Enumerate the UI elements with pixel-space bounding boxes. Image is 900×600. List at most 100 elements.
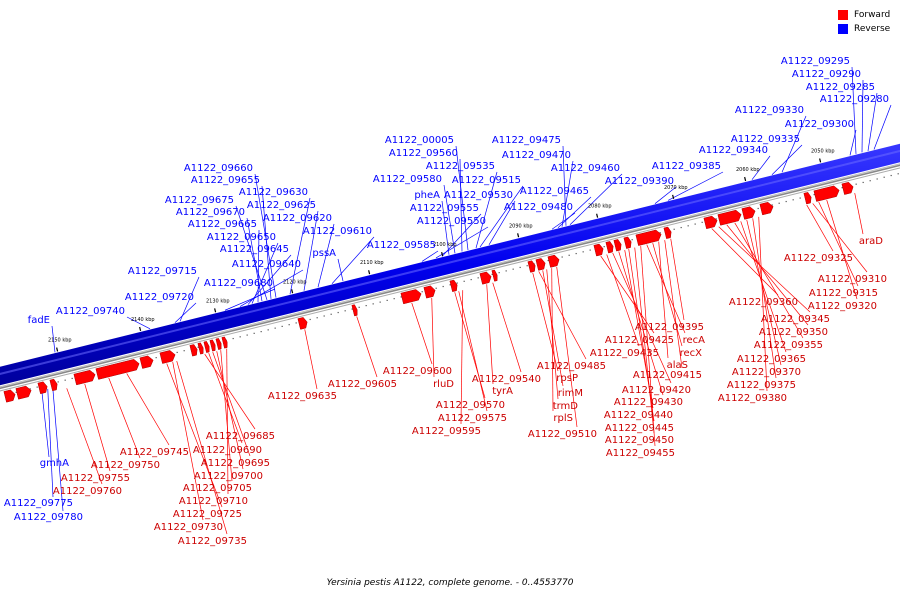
axis-dot bbox=[673, 228, 675, 230]
forward-gene bbox=[527, 260, 536, 273]
axis-dot bbox=[757, 207, 759, 210]
scale-tick bbox=[291, 289, 294, 294]
forward-gene-label: A1122_09345 bbox=[761, 314, 830, 325]
reverse-gene-leader bbox=[174, 302, 197, 323]
forward-gene-label: A1122_09755 bbox=[61, 473, 130, 484]
axis-dot bbox=[316, 317, 318, 319]
reverse-gene-label: A1122_09740 bbox=[56, 306, 125, 317]
reverse-gene-label: A1122_09665 bbox=[188, 219, 257, 230]
forward-gene-leader bbox=[538, 271, 587, 360]
reverse-gene-leader bbox=[289, 197, 311, 295]
reverse-gene-label: A1122_09335 bbox=[731, 134, 800, 145]
axis-dot bbox=[253, 332, 255, 334]
forward-gene bbox=[635, 229, 662, 246]
reverse-gene-label: A1122_09340 bbox=[699, 145, 768, 156]
forward-gene bbox=[759, 201, 774, 216]
forward-gene-leader bbox=[458, 291, 488, 412]
forward-gene-label: A1122_09430 bbox=[614, 397, 683, 408]
axis-dot bbox=[176, 351, 178, 354]
forward-gene-leader bbox=[216, 351, 244, 470]
forward-gene-label: A1122_09325 bbox=[784, 253, 853, 264]
reverse-gene-leader bbox=[488, 200, 516, 246]
forward-gene-leader bbox=[664, 240, 683, 369]
reverse-gene-label: A1122_09655 bbox=[191, 175, 260, 186]
axis-dot bbox=[435, 287, 437, 289]
forward-gene-label: A1122_09320 bbox=[808, 301, 877, 312]
axis-dot bbox=[813, 193, 815, 196]
forward-gene-leader bbox=[304, 329, 318, 390]
axis-dot bbox=[463, 280, 465, 282]
forward-gene-label: A1122_09415 bbox=[633, 370, 702, 381]
forward-gene-label: A1122_09315 bbox=[809, 288, 878, 299]
forward-gene bbox=[547, 254, 560, 268]
forward-gene-label: A1122_09380 bbox=[718, 393, 787, 404]
forward-gene bbox=[717, 209, 742, 226]
forward-gene-leader bbox=[726, 224, 809, 326]
scale-tick bbox=[214, 308, 217, 313]
forward-gene-label: recX bbox=[680, 348, 703, 359]
axis-dot bbox=[519, 266, 521, 269]
axis-dot bbox=[512, 268, 514, 270]
forward-gene-leader bbox=[66, 388, 103, 485]
reverse-gene-label: A1122_09280 bbox=[820, 94, 889, 105]
forward-gene bbox=[189, 344, 198, 357]
forward-gene-label: A1122_09425 bbox=[605, 335, 674, 346]
axis-dot bbox=[232, 337, 234, 340]
forward-gene-leader bbox=[166, 363, 223, 508]
scale-tick bbox=[441, 252, 444, 257]
legend-forward-label: Forward bbox=[854, 10, 891, 20]
forward-gene-label: A1122_09455 bbox=[606, 448, 675, 459]
reverse-gene-label: A1122_09460 bbox=[551, 163, 620, 174]
forward-gene bbox=[449, 279, 458, 293]
reverse-gene-leader bbox=[51, 325, 56, 353]
forward-gene-label: alaS bbox=[667, 360, 688, 371]
axis-dot bbox=[64, 379, 66, 381]
axis-dot bbox=[701, 221, 703, 223]
reverse-gene-label: A1122_09580 bbox=[373, 174, 442, 185]
axis-dot bbox=[288, 324, 290, 326]
axis-dot bbox=[568, 254, 570, 256]
reverse-gene-label: A1122_09330 bbox=[735, 105, 804, 116]
reverse-gene-label: pssA bbox=[312, 248, 336, 259]
reverse-gene-leader bbox=[239, 269, 304, 307]
legend-reverse-label: Reverse bbox=[854, 24, 891, 34]
reverse-gene-leader bbox=[667, 171, 724, 201]
forward-gene-label: A1122_09570 bbox=[436, 400, 505, 411]
forward-gene-leader bbox=[718, 226, 811, 313]
reverse-gene-label: A1122_09610 bbox=[303, 226, 372, 237]
forward-gene bbox=[841, 181, 854, 195]
axis-dot bbox=[582, 251, 584, 253]
forward-gene bbox=[593, 243, 604, 257]
scale-tick bbox=[744, 176, 747, 182]
forward-gene bbox=[221, 336, 228, 349]
axis-dot bbox=[365, 304, 367, 307]
axis-dot bbox=[71, 377, 73, 380]
axis-dot bbox=[183, 350, 185, 352]
forward-gene bbox=[623, 236, 632, 249]
forward-gene-leader bbox=[600, 255, 655, 334]
axis-dot bbox=[386, 299, 388, 301]
forward-gene bbox=[491, 269, 498, 282]
forward-gene bbox=[703, 215, 718, 230]
forward-gene bbox=[741, 206, 756, 220]
scale-tick-label: 2070 kbp bbox=[664, 185, 688, 191]
axis-dot bbox=[876, 178, 878, 180]
legend: Forward Reverse bbox=[838, 8, 890, 36]
axis-dot bbox=[358, 306, 360, 308]
reverse-gene-leader bbox=[475, 171, 498, 249]
reverse-gene-label: A1122_09560 bbox=[389, 148, 458, 159]
reverse-gene-leader bbox=[254, 173, 277, 298]
forward-gene-label: A1122_09745 bbox=[120, 447, 189, 458]
reverse-gene-leader bbox=[562, 145, 567, 226]
forward-gene-leader bbox=[542, 270, 564, 387]
scale-tick-label: 2130 kbp bbox=[206, 298, 230, 304]
axis-dot bbox=[442, 285, 444, 288]
forward-gene-label: A1122_09445 bbox=[605, 423, 674, 434]
forward-gene bbox=[813, 185, 840, 202]
axis-dot bbox=[15, 391, 17, 393]
forward-gene-leader bbox=[818, 201, 859, 287]
axis-dot bbox=[393, 298, 395, 300]
axis-dot bbox=[344, 310, 346, 312]
axis-dot bbox=[421, 291, 423, 293]
forward-gene-label: A1122_09710 bbox=[179, 496, 248, 507]
